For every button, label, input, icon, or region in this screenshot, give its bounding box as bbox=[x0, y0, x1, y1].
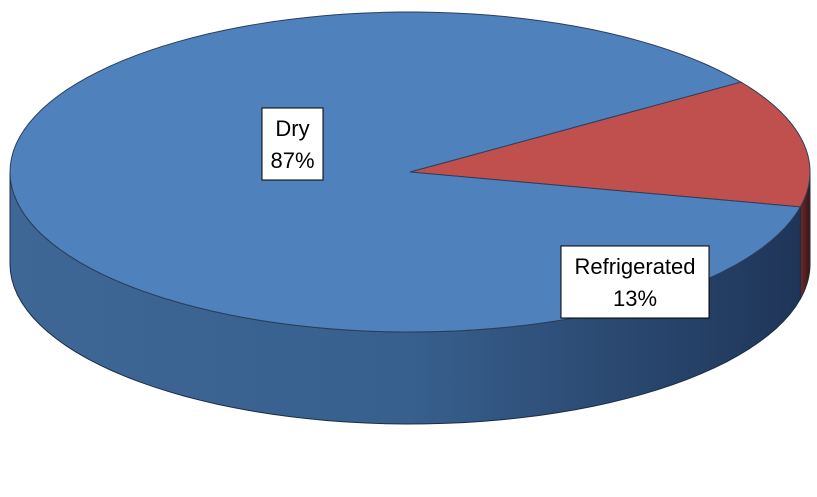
slice-label-percent-refrigerated: 13% bbox=[613, 286, 657, 311]
slice-label-box-dry bbox=[261, 107, 324, 181]
slice-label-percent-dry: 87% bbox=[270, 148, 314, 173]
slice-label-refrigerated: Refrigerated 13% bbox=[560, 245, 710, 319]
pie-slice-refrigerated bbox=[409, 81, 811, 208]
slice-label-box-refrigerated bbox=[560, 245, 710, 319]
pie-data-labels: Dry 87% Refrigerated 13% bbox=[261, 107, 710, 319]
slice-label-dry: Dry 87% bbox=[261, 107, 324, 181]
slice-label-name-refrigerated: Refrigerated bbox=[574, 254, 695, 279]
slice-label-name-dry: Dry bbox=[275, 116, 309, 141]
